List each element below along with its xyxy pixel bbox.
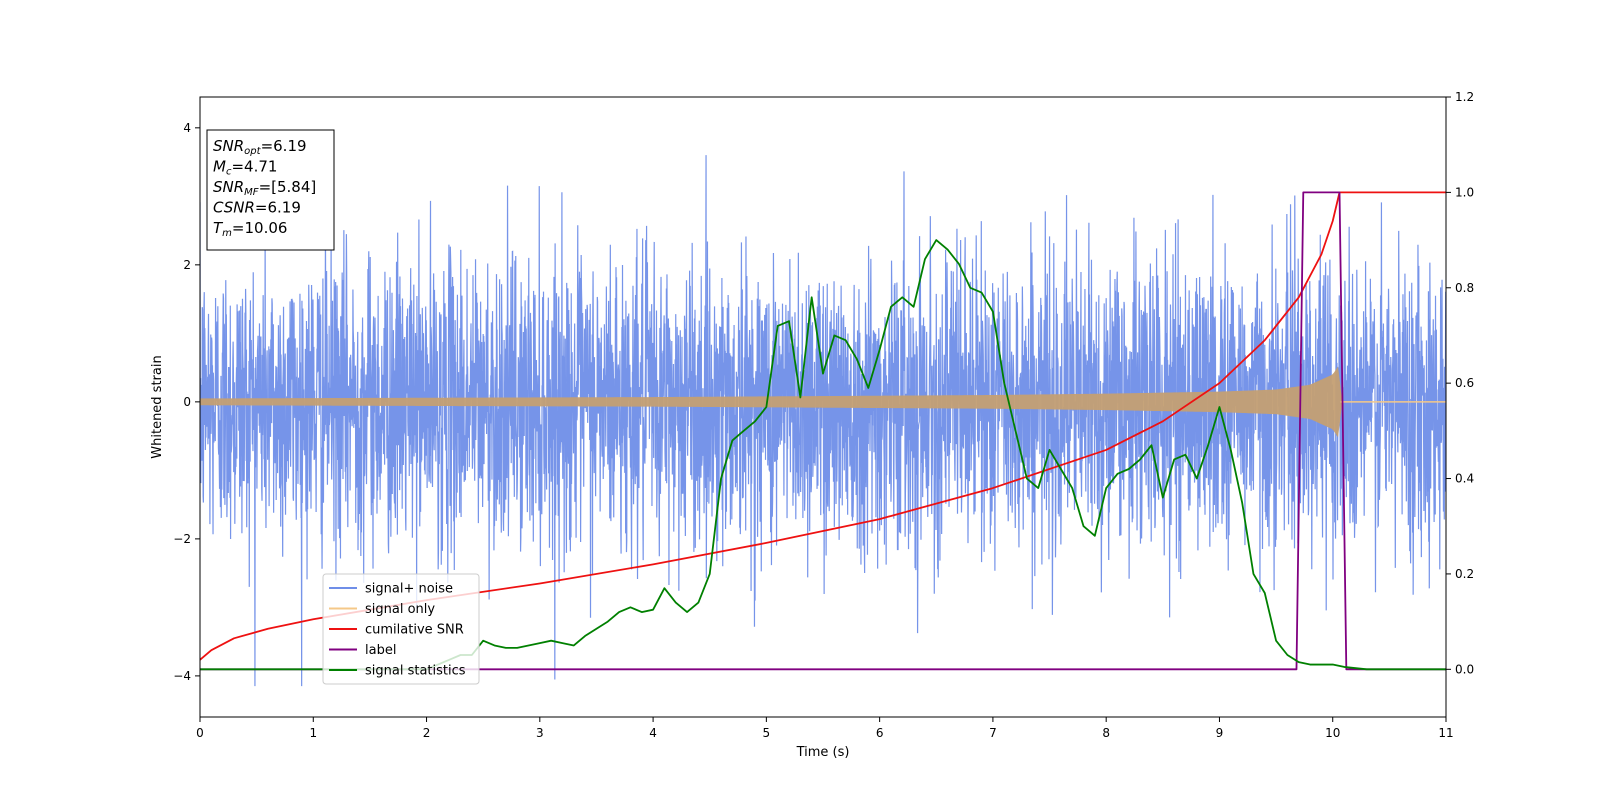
- annotation-frame: [206, 129, 335, 251]
- annotation-line: SNRopt=6.19: [213, 137, 307, 157]
- y2-tick-label: 0.4: [1455, 472, 1474, 486]
- x-tick-label: 5: [763, 726, 771, 740]
- series-signal-only-band: [200, 366, 1446, 438]
- x-tick-label: 0: [196, 726, 204, 740]
- y-tick-label: −2: [173, 532, 191, 546]
- y-tick-label: 2: [183, 258, 191, 272]
- series-signal-statistics-line: [200, 239, 1446, 671]
- x-tick-label: 9: [1216, 726, 1224, 740]
- annotation-line: CSNR=6.19: [213, 199, 301, 217]
- annotation-line: Tm=10.06: [213, 219, 287, 239]
- plot-frame: [199, 96, 1447, 718]
- x-tick-label: 6: [876, 726, 884, 740]
- legend-frame: [322, 573, 480, 685]
- legend: signal+ noise signal only cumilative SNR la…: [322, 573, 480, 685]
- x-tick-label: 8: [1102, 726, 1110, 740]
- x-tick-label: 7: [989, 726, 997, 740]
- x-tick-label: 1: [309, 726, 317, 740]
- y2-tick-label: 0.6: [1455, 376, 1474, 390]
- y-tick-label: 4: [183, 121, 191, 135]
- y2-tick-label: 0.2: [1455, 567, 1474, 581]
- y-axis-right: 0.0 0.2 0.4 0.6 0.8 1.0 1.2: [1446, 90, 1474, 676]
- y-axis-left: −4 −2 0 2 4: [173, 121, 200, 683]
- legend-entry: signal+ noise: [365, 582, 453, 597]
- y2-tick-label: 1.2: [1455, 90, 1474, 104]
- annotation-line: SNRMF=[5.84]: [213, 178, 316, 198]
- legend-entry: signal statistics: [365, 664, 466, 679]
- x-tick-label: 4: [649, 726, 657, 740]
- x-tick-label: 11: [1438, 726, 1453, 740]
- y2-tick-label: 1.0: [1455, 185, 1474, 199]
- x-axis-label: Time (s): [796, 745, 850, 760]
- legend-entry: signal only: [365, 602, 435, 617]
- plot-area: [200, 155, 1446, 687]
- x-tick-label: 10: [1325, 726, 1340, 740]
- y-tick-label: −4: [173, 669, 191, 683]
- legend-entry: label: [365, 643, 396, 658]
- x-tick-label: 2: [423, 726, 431, 740]
- x-tick-label: 3: [536, 726, 544, 740]
- y-tick-label: 0: [183, 395, 191, 409]
- series-cumulative-snr-line: [200, 191, 1446, 661]
- y2-tick-label: 0.0: [1455, 662, 1474, 676]
- y-axis-label: Whitened strain: [150, 355, 165, 458]
- x-axis: 0 1 2 3 4 5 6 7 8 9 10 11: [196, 717, 1454, 740]
- y2-tick-label: 0.8: [1455, 281, 1474, 295]
- annotation-line: Mc=4.71: [213, 158, 277, 178]
- legend-entry: cumilative SNR: [365, 623, 464, 638]
